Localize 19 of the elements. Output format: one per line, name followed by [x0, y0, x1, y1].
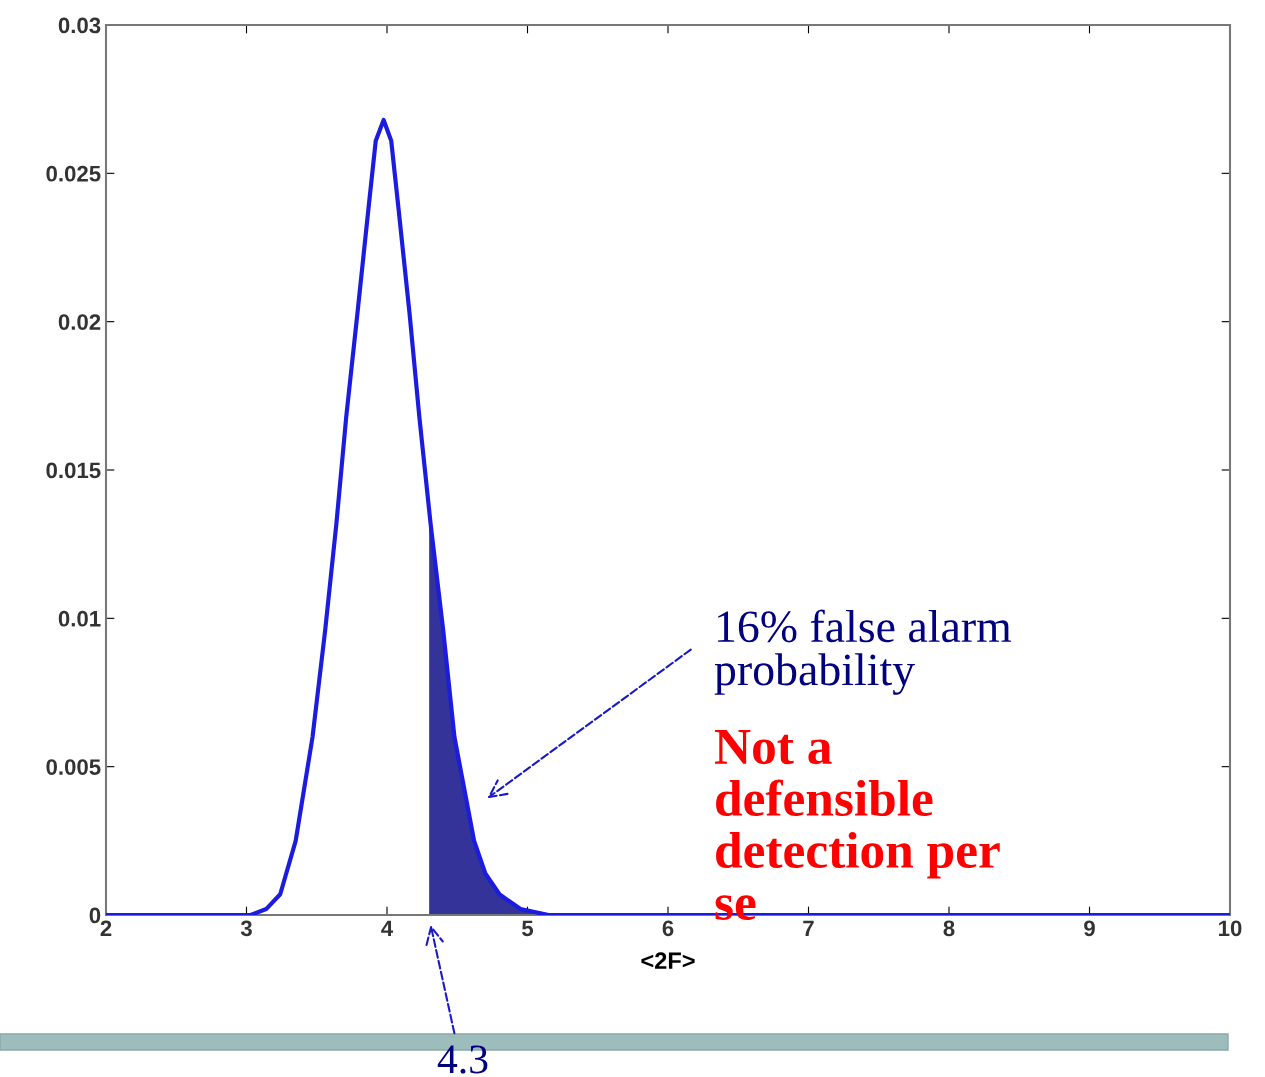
x-tick-label: 2: [100, 920, 112, 936]
x-tick-label: 6: [662, 920, 674, 937]
y-tick-label: 0.02: [58, 314, 101, 330]
text: 4.3: [437, 1045, 488, 1074]
y-tick-label: 0.01: [58, 610, 101, 627]
y-tick-label: 0.03: [58, 17, 101, 34]
y-tick-label: 0: [89, 907, 101, 924]
x-axis-title: <2F>: [641, 952, 695, 969]
annotation: 16% false alarm probability: [714, 609, 1012, 695]
x-tick-label: 10: [1219, 920, 1242, 937]
x-tick-label: 5: [522, 920, 534, 937]
x-tick-label: 8: [943, 920, 955, 937]
y-tick-label: 0.025: [46, 165, 101, 182]
x-tick-label: 9: [1084, 920, 1095, 937]
x-tick-label: 7: [803, 920, 814, 936]
x-tick-label: 4: [381, 920, 394, 936]
x-tick-label: 3: [240, 920, 252, 937]
y-tick-label: 0.005: [46, 759, 101, 775]
y-tick-label: 0.015: [46, 462, 101, 479]
